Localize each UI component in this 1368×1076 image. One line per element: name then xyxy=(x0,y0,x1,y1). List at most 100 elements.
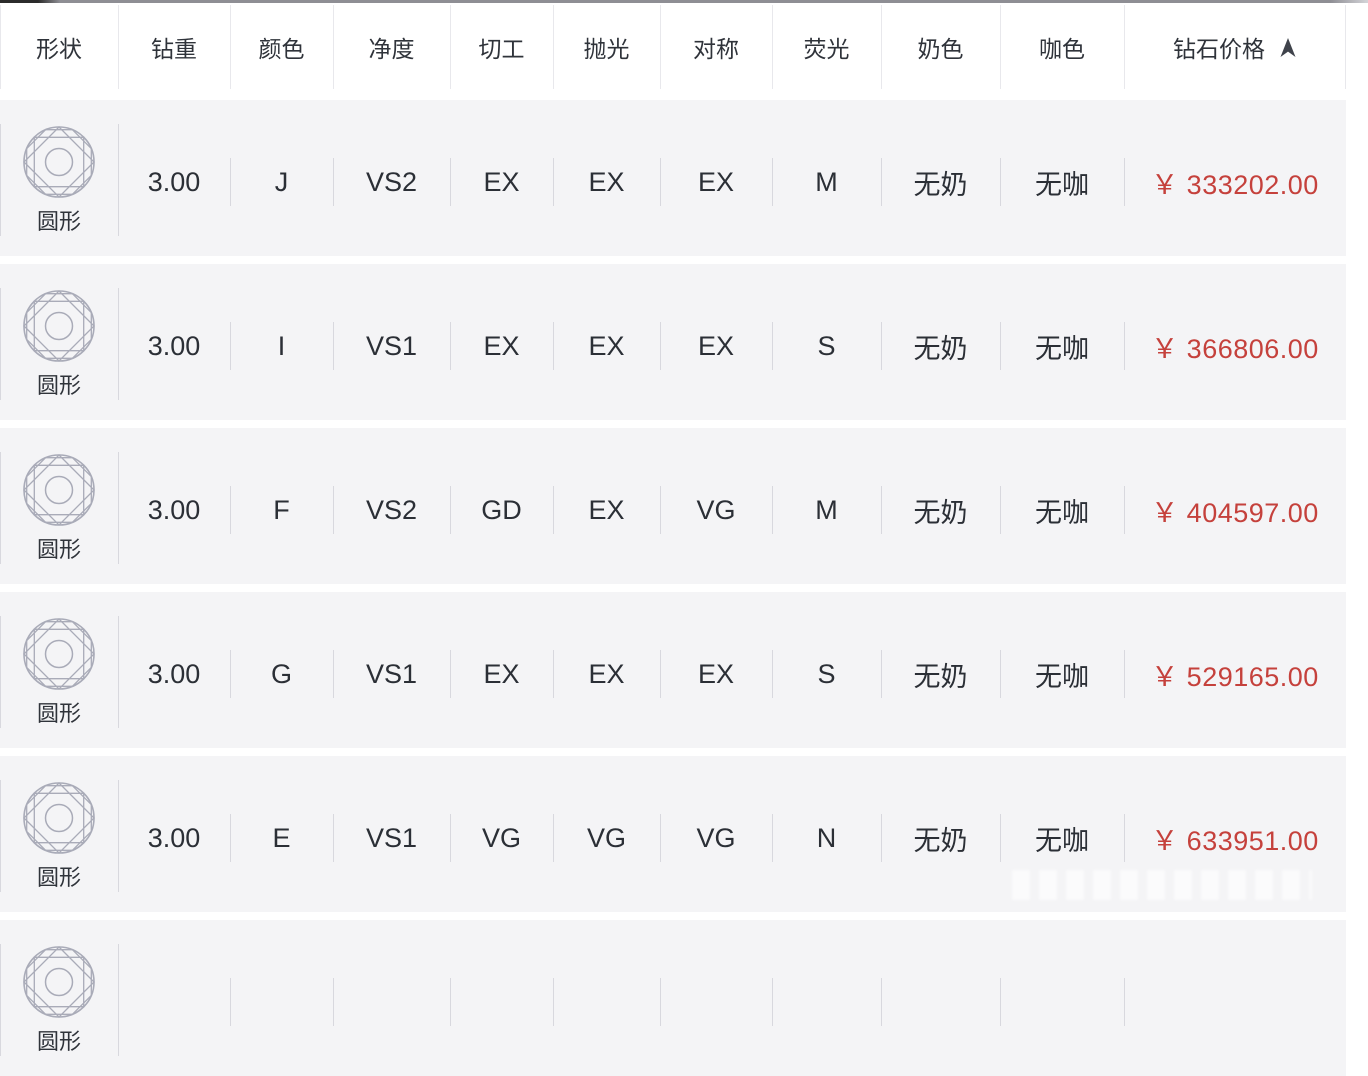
shape-label: 圆形 xyxy=(36,701,81,726)
shape-label: 圆形 xyxy=(36,1029,81,1054)
header-label-cut: 切工 xyxy=(478,36,525,62)
cell-polish: EX xyxy=(553,100,660,256)
header-cell-fluorescence: 荧光 xyxy=(772,3,881,91)
header-cell-symmetry: 对称 xyxy=(660,3,772,91)
header-cell-milky: 奶色 xyxy=(881,3,1000,91)
cell-brown xyxy=(1000,920,1124,1076)
cell-milky: 无奶 xyxy=(881,756,1000,912)
cell-milky: 无奶 xyxy=(881,592,1000,748)
cell-brown: 无咖 xyxy=(1000,756,1124,912)
cell-polish xyxy=(553,920,660,1076)
header-cell-color: 颜色 xyxy=(230,3,333,91)
header-label-fluorescence: 荧光 xyxy=(803,36,850,62)
table-row[interactable]: 圆形 3.00 G VS1 EX EX EX S 无奶 无咖 ￥ 529165.00 xyxy=(0,592,1346,748)
round-diamond-icon xyxy=(23,618,95,690)
header-cell-price[interactable]: 钻石价格 xyxy=(1124,3,1346,91)
header-label-polish: 抛光 xyxy=(583,36,630,62)
shape-label: 圆形 xyxy=(36,373,81,398)
cell-clarity xyxy=(333,920,450,1076)
cell-clarity: VS2 xyxy=(333,100,450,256)
cell-shape: 圆形 xyxy=(0,100,118,256)
cell-price: ￥ 333202.00 xyxy=(1124,100,1346,256)
cell-color: J xyxy=(230,100,333,256)
cell-milky xyxy=(881,920,1000,1076)
table-row[interactable]: 圆形 3.00 J VS2 EX EX EX M 无奶 无咖 ￥ 333202.00 xyxy=(0,100,1346,256)
cell-clarity: VS2 xyxy=(333,428,450,584)
cell-fluorescence: M xyxy=(772,100,881,256)
header-cell-brown: 咖色 xyxy=(1000,3,1124,91)
cell-color: G xyxy=(230,592,333,748)
table-row[interactable]: 圆形 3.00 F VS2 GD EX VG M 无奶 无咖 ￥ 404597.00 xyxy=(0,428,1346,584)
cell-clarity: VS1 xyxy=(333,756,450,912)
cell-symmetry: EX xyxy=(660,264,772,420)
header-label-brown: 咖色 xyxy=(1039,36,1085,62)
cell-price: ￥ 633951.00 xyxy=(1124,756,1346,912)
cell-cut xyxy=(450,920,553,1076)
cell-cut: EX xyxy=(450,592,553,748)
round-diamond-icon xyxy=(23,290,95,362)
cell-fluorescence: M xyxy=(772,428,881,584)
cell-symmetry: VG xyxy=(660,756,772,912)
cell-price: ￥ 404597.00 xyxy=(1124,428,1346,584)
header-cell-polish: 抛光 xyxy=(553,3,660,91)
cell-shape: 圆形 xyxy=(0,920,118,1076)
table-row[interactable]: 圆形 xyxy=(0,920,1346,1076)
cell-symmetry: EX xyxy=(660,592,772,748)
shape-label: 圆形 xyxy=(36,537,81,562)
cell-price: ￥ 366806.00 xyxy=(1124,264,1346,420)
cell-milky: 无奶 xyxy=(881,264,1000,420)
header-label-symmetry: 对称 xyxy=(693,36,739,62)
cell-color xyxy=(230,920,333,1076)
header-label-carat: 钻重 xyxy=(151,36,197,62)
header-cell-shape: 形状 xyxy=(0,3,118,91)
round-diamond-icon xyxy=(23,782,95,854)
cell-shape: 圆形 xyxy=(0,756,118,912)
header-label-milky: 奶色 xyxy=(917,36,964,62)
cell-symmetry: EX xyxy=(660,100,772,256)
header-label-clarity: 净度 xyxy=(368,36,415,62)
header-label-color: 颜色 xyxy=(258,36,305,62)
header-label-price: 钻石价格 xyxy=(1173,36,1265,62)
cell-polish: EX xyxy=(553,264,660,420)
cell-fluorescence: S xyxy=(772,264,881,420)
cell-cut: EX xyxy=(450,264,553,420)
cell-milky: 无奶 xyxy=(881,100,1000,256)
cell-milky: 无奶 xyxy=(881,428,1000,584)
cell-price xyxy=(1124,920,1346,1076)
round-diamond-icon xyxy=(23,454,95,526)
page-top-border xyxy=(0,0,1368,3)
table-header-row: 形状 钻重 颜色 净度 切工 抛光 对称 荧光 奶色 咖色 钻石价格 xyxy=(0,3,1346,91)
cell-brown: 无咖 xyxy=(1000,264,1124,420)
cell-carat: 3.00 xyxy=(118,264,230,420)
table-body: 圆形 3.00 J VS2 EX EX EX M 无奶 无咖 ￥ 333202.00 圆形 3.00 I… xyxy=(0,100,1346,1076)
cell-carat: 3.00 xyxy=(118,592,230,748)
cell-color: I xyxy=(230,264,333,420)
cell-price: ￥ 529165.00 xyxy=(1124,592,1346,748)
round-diamond-icon xyxy=(23,126,95,198)
cell-symmetry: VG xyxy=(660,428,772,584)
cell-fluorescence xyxy=(772,920,881,1076)
cell-color: F xyxy=(230,428,333,584)
cell-shape: 圆形 xyxy=(0,428,118,584)
header-cell-clarity: 净度 xyxy=(333,3,450,91)
cell-polish: EX xyxy=(553,592,660,748)
header-label-shape: 形状 xyxy=(36,36,82,62)
cell-symmetry xyxy=(660,920,772,1076)
cell-shape: 圆形 xyxy=(0,264,118,420)
cell-cut: GD xyxy=(450,428,553,584)
cell-shape: 圆形 xyxy=(0,592,118,748)
cell-carat: 3.00 xyxy=(118,100,230,256)
cell-cut: EX xyxy=(450,100,553,256)
cell-brown: 无咖 xyxy=(1000,592,1124,748)
cell-carat xyxy=(118,920,230,1076)
sort-arrow-up-icon xyxy=(1280,37,1296,57)
header-cell-cut: 切工 xyxy=(450,3,553,91)
cell-cut: VG xyxy=(450,756,553,912)
cell-brown: 无咖 xyxy=(1000,100,1124,256)
cell-brown: 无咖 xyxy=(1000,428,1124,584)
cell-clarity: VS1 xyxy=(333,592,450,748)
table-row[interactable]: 圆形 3.00 E VS1 VG VG VG N 无奶 无咖 ￥ 633951.00 xyxy=(0,756,1346,912)
cell-fluorescence: N xyxy=(772,756,881,912)
table-row[interactable]: 圆形 3.00 I VS1 EX EX EX S 无奶 无咖 ￥ 366806.00 xyxy=(0,264,1346,420)
cell-carat: 3.00 xyxy=(118,756,230,912)
